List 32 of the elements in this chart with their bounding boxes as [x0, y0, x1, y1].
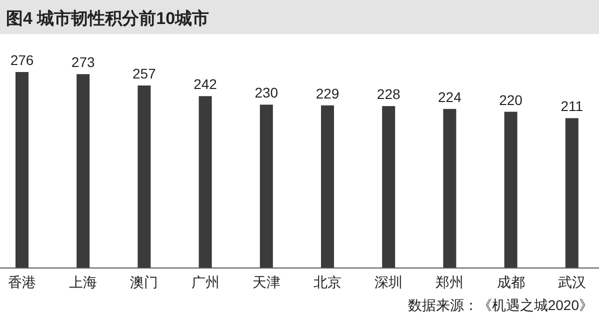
data-label: 229: [316, 85, 340, 102]
x-tick-label: 香港: [8, 274, 36, 290]
data-label: 276: [10, 52, 34, 68]
data-label: 228: [376, 86, 400, 102]
data-label: 224: [438, 88, 462, 105]
data-label: 257: [132, 65, 156, 82]
data-label: 242: [194, 76, 218, 92]
data-label: 230: [254, 84, 278, 101]
x-tick-label: 深圳: [374, 274, 403, 290]
bar: [321, 105, 334, 268]
data-label: 220: [499, 92, 523, 108]
bar: [260, 104, 273, 268]
data-label: 211: [560, 98, 584, 114]
x-tick-label: 北京: [314, 274, 342, 290]
x-tick-label: 武汉: [558, 274, 586, 290]
bar: [16, 72, 28, 268]
x-tick-label: 上海: [69, 274, 98, 290]
x-tick-label: 广州: [191, 274, 220, 290]
x-tick-label: 郑州: [436, 274, 464, 290]
source-note: 数据来源：《机遇之城2020》: [408, 297, 593, 313]
bar: [138, 85, 151, 268]
x-tick-label: 澳门: [130, 274, 158, 290]
bar: [382, 106, 396, 268]
x-tick-label: 天津: [252, 274, 280, 290]
data-label: 273: [71, 54, 95, 70]
bar: [565, 118, 578, 268]
bar: [443, 108, 456, 268]
bar: [76, 74, 90, 268]
bar: [504, 112, 518, 268]
x-tick-label: 成都: [496, 274, 525, 290]
chart-title: 图4 城市韧性积分前10城市: [6, 9, 210, 28]
bar: [198, 96, 212, 268]
